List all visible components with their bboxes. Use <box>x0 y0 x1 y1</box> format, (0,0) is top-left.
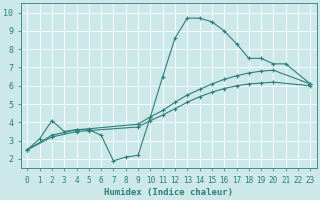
X-axis label: Humidex (Indice chaleur): Humidex (Indice chaleur) <box>104 188 233 197</box>
